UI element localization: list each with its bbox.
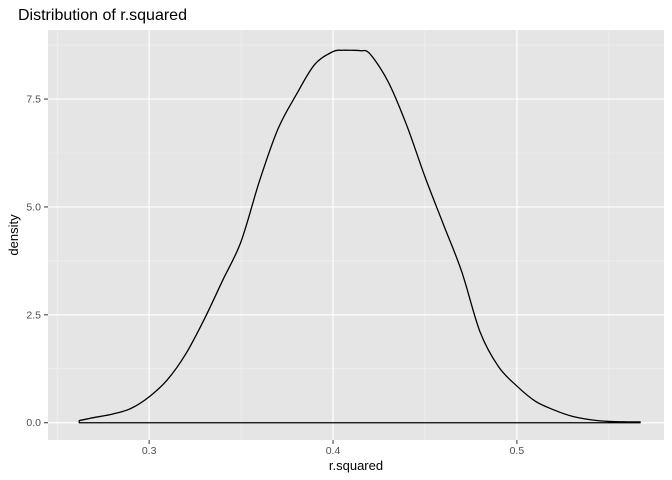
x-tick-label: 0.5 xyxy=(510,445,525,457)
y-axis: 0.0 2.5 5.0 7.5 xyxy=(26,94,48,429)
x-axis-title: r.squared xyxy=(329,458,383,473)
series-layer xyxy=(78,49,641,424)
y-axis-title: density xyxy=(6,214,21,256)
plot-panel xyxy=(48,30,664,440)
y-tick-label: 0.0 xyxy=(26,417,41,429)
y-tick-label: 2.5 xyxy=(26,309,41,321)
y-tick-label: 5.0 xyxy=(26,201,41,213)
chart-title: Distribution of r.squared xyxy=(18,7,187,24)
x-tick-label: 0.4 xyxy=(326,445,341,457)
density-curve xyxy=(78,49,641,424)
x-tick-label: 0.3 xyxy=(142,445,157,457)
x-axis: 0.3 0.4 0.5 xyxy=(142,440,525,457)
minor-gridlines xyxy=(48,30,664,440)
y-tick-label: 7.5 xyxy=(26,94,41,106)
